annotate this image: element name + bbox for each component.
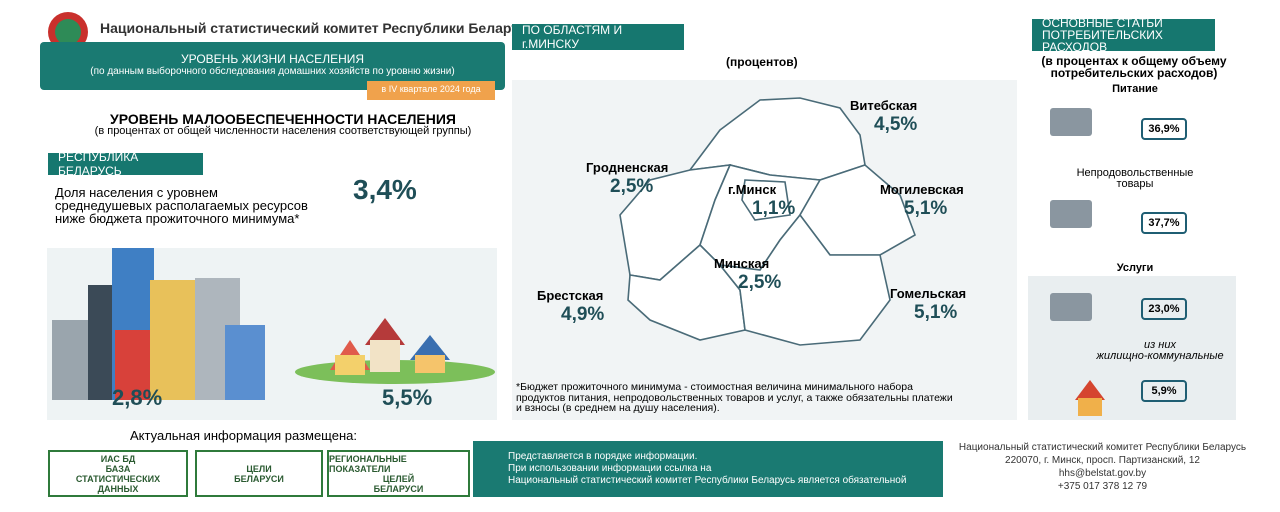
expenses-subtitle: (в процентах к общему объему потребительс… xyxy=(1028,55,1240,79)
country-tag: РЕСПУБЛИКА БЕЛАРУСЬ xyxy=(48,150,203,178)
expenses-subtitle-line: потребительских расходов) xyxy=(1050,66,1218,80)
description: Доля населения с уровнем среднедушевых ра… xyxy=(55,186,308,225)
link-logo[interactable]: РЕГИОНАЛЬНЫЕ ПОКАЗАТЕЛИ ЦЕЛЕЙ БЕЛАРУСИ xyxy=(327,450,470,497)
contact-line: hhs@belstat.gov.by xyxy=(1058,468,1147,479)
info-title: Актуальная информация размещена: xyxy=(130,428,357,443)
map xyxy=(619,97,916,346)
link-line: БЕЛАРУСИ xyxy=(234,473,284,484)
note-line: Национальный статистический комитет Респ… xyxy=(508,475,907,486)
contact-line: 220070, г. Минск, просп. Партизанский, 1… xyxy=(1005,455,1200,466)
link-logo[interactable]: ИАС БД БАЗА СТАТИСТИЧЕСКИХ ДАННЫХ xyxy=(48,450,188,497)
region-name: Гомельская xyxy=(890,286,967,301)
expenses-tag-line: ПОТРЕБИТЕЛЬСКИХ РАСХОДОВ xyxy=(1042,28,1163,54)
expense-name-line: Непродовольственные xyxy=(1076,167,1194,179)
footnote-line: продуктов питания, непродовольственных т… xyxy=(516,391,953,404)
region-value: 5,1% xyxy=(914,302,958,323)
poverty-title: УРОВЕНЬ МАЛООБЕСПЕЧЕННОСТИ НАСЕЛЕНИЯ xyxy=(110,111,456,127)
expense-value: 23,0% xyxy=(1141,298,1187,320)
region-name: Витебская xyxy=(850,98,918,113)
rural-value: 5,5% xyxy=(382,385,433,410)
total-value: 3,4% xyxy=(353,174,417,205)
link-line: ЦЕЛИ xyxy=(246,463,272,474)
expenses-tag-line: ОСНОВНЫЕ СТАТЬИ xyxy=(1042,16,1163,30)
cart-icons xyxy=(1050,108,1105,416)
description-line: ниже бюджета прожиточного минимума* xyxy=(55,211,300,226)
expense-name-line: товары xyxy=(1116,178,1154,190)
link-line: ДАННЫХ xyxy=(97,483,139,494)
region-name: Минская xyxy=(714,256,770,271)
description-line: среднедушевых располагаемых ресурсов xyxy=(55,198,308,213)
region-value: 2,5% xyxy=(610,176,654,197)
region-name: Гродненская xyxy=(586,160,669,175)
banner-title: УРОВЕНЬ ЖИЗНИ НАСЕЛЕНИЯ xyxy=(180,52,365,66)
contact-line: +375 017 378 12 79 xyxy=(1057,481,1148,492)
region-name: г.Минск xyxy=(728,182,777,197)
note-line: При использовании информации ссылка на xyxy=(508,463,712,474)
expenses-subtitle-line: (в процентах к общему объему xyxy=(1041,54,1227,68)
region-value: 4,9% xyxy=(561,304,605,325)
link-line: ИАС БД xyxy=(100,453,136,464)
link-line: БЕЛАРУСИ xyxy=(373,483,424,494)
description-line: Доля населения с уровнем xyxy=(55,185,218,200)
expense-name: Непродовольственные товары xyxy=(1030,168,1240,190)
expense-name: из них жилищно-коммунальные xyxy=(1090,340,1230,362)
link-line: ЦЕЛЕЙ xyxy=(382,473,415,484)
note-panel xyxy=(473,441,943,497)
footnote: *Бюджет прожиточного минимума - стоимост… xyxy=(516,382,953,414)
region-value: 2,5% xyxy=(738,272,782,293)
contacts: Национальный статистический комитет Респ… xyxy=(950,441,1255,493)
link-logo[interactable]: ЦЕЛИ БЕЛАРУСИ xyxy=(195,450,323,497)
region-name: Брестская xyxy=(537,288,604,303)
period-box xyxy=(367,81,495,100)
link-line: СТАТИСТИЧЕСКИХ xyxy=(75,473,161,484)
expense-value: 5,9% xyxy=(1141,380,1187,402)
region-value: 5,1% xyxy=(904,198,948,219)
banner-subtitle: (по данным выборочного обследования дома… xyxy=(90,66,455,77)
expense-name: Питание xyxy=(1030,84,1240,95)
expense-name-line: Услуги xyxy=(1116,262,1154,274)
region-name: Могилевская xyxy=(880,182,964,197)
expense-name-line: жилищно-коммунальные xyxy=(1096,350,1224,362)
period: в IV квартале 2024 года xyxy=(381,84,481,94)
note: Представляется в порядке информации. При … xyxy=(508,451,906,487)
urban-value: 2,8% xyxy=(112,385,163,410)
expenses-tag: ОСНОВНЫЕ СТАТЬИ ПОТРЕБИТЕЛЬСКИХ РАСХОДОВ xyxy=(1032,16,1215,54)
org-name: Национальный статистический комитет Респ… xyxy=(100,20,536,36)
contact-line: Национальный статистический комитет Респ… xyxy=(958,442,1247,453)
region-value: 4,5% xyxy=(874,114,918,135)
expense-name-line: из них xyxy=(1144,339,1176,351)
expense-name-line: Питание xyxy=(1112,83,1158,95)
link-line: РЕГИОНАЛЬНЫЕ ПОКАЗАТЕЛИ xyxy=(329,453,407,474)
link-line: БАЗА xyxy=(105,463,131,474)
expense-value: 36,9% xyxy=(1141,118,1187,140)
expense-name: Услуги xyxy=(1030,263,1240,274)
region-value: 1,1% xyxy=(752,198,796,219)
poverty-subtitle: (в процентах от общей численности населе… xyxy=(94,125,472,137)
regions-unit: (процентов) xyxy=(726,55,798,69)
regions-tag: ПО ОБЛАСТЯМ И г.МИНСКУ xyxy=(512,23,684,51)
expense-value: 37,7% xyxy=(1141,212,1187,234)
note-line: Представляется в порядке информации. xyxy=(508,451,698,462)
footnote-line: *Бюджет прожиточного минимума - стоимост… xyxy=(516,381,913,393)
banner xyxy=(40,42,505,90)
footnote-line: и взносы (в среднем на душу населения). xyxy=(516,402,720,414)
